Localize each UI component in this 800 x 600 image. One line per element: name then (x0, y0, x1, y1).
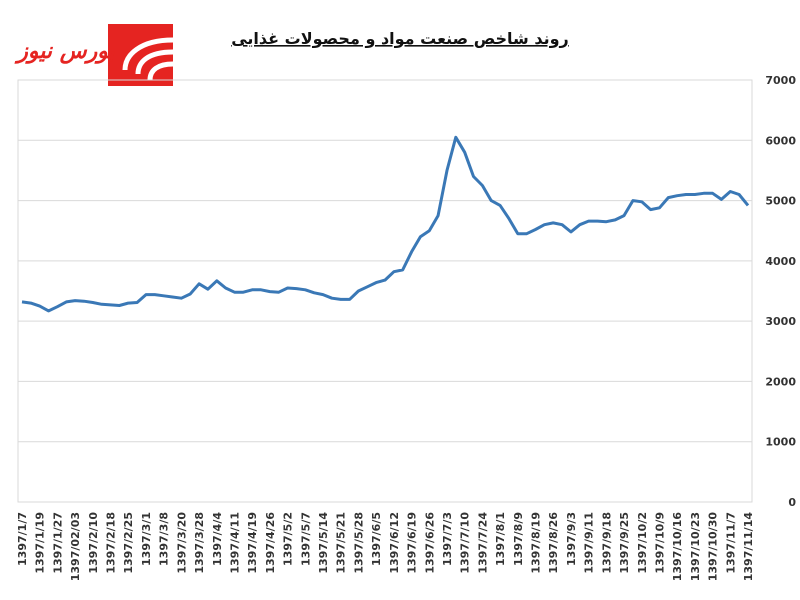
x-tick-label: 1397/3/20 (175, 512, 188, 574)
x-tick-label: 1397/4/11 (228, 512, 241, 574)
x-tick-label: 1397/1/19 (34, 512, 47, 574)
chart-title: روند شاخص صنعت مواد و محصولات غذایی (231, 29, 569, 48)
y-tick-label: 5000 (765, 195, 796, 208)
x-tick-label: 1397/10/9 (653, 512, 666, 574)
y-tick-label: 7000 (765, 74, 796, 87)
x-tick-label: 1397/2/18 (105, 512, 118, 574)
x-tick-label: 1397/9/11 (583, 512, 596, 574)
logo-text: بورس نیوز (14, 38, 115, 64)
x-tick-label: 1397/5/2 (282, 512, 295, 566)
y-tick-label: 0 (788, 496, 796, 509)
x-tick-label: 1397/6/26 (423, 512, 436, 574)
x-tick-label: 1397/7/3 (441, 512, 454, 566)
x-tick-label: 1397/3/1 (140, 512, 153, 566)
logo: بورس نیوز (14, 24, 174, 86)
y-tick-label: 2000 (765, 375, 796, 388)
x-tick-label: 1397/7/10 (459, 512, 472, 574)
x-tick-label: 1397/9/18 (600, 512, 613, 574)
x-tick-label: 1397/02/03 (69, 512, 82, 581)
x-tick-label: 1397/5/28 (352, 512, 365, 574)
x-tick-label: 1397/9/3 (565, 512, 578, 566)
x-tick-label: 1397/8/19 (530, 512, 543, 574)
x-tick-label: 1397/4/26 (264, 512, 277, 574)
x-tick-label: 1397/2/10 (87, 512, 100, 574)
x-tick-label: 1397/3/28 (193, 512, 206, 574)
x-tick-label: 1397/8/1 (494, 512, 507, 566)
x-tick-label: 1397/6/12 (388, 512, 401, 574)
plot-border (17, 79, 753, 503)
x-tick-label: 1397/11/14 (742, 512, 755, 582)
y-tick-label: 4000 (765, 255, 796, 268)
x-tick-label: 1397/5/21 (335, 512, 348, 574)
x-tick-label: 1397/5/14 (317, 512, 330, 574)
y-tick-label: 1000 (765, 436, 796, 449)
x-tick-label: 1397/11/7 (724, 512, 737, 574)
x-tick-label: 1397/4/19 (246, 512, 259, 574)
y-tick-label: 6000 (765, 134, 796, 147)
x-tick-label: 1397/10/23 (689, 512, 702, 581)
x-tick-label: 1397/8/26 (547, 512, 560, 574)
x-tick-label: 1397/9/25 (618, 512, 631, 574)
x-tick-label: 1397/4/4 (211, 512, 224, 566)
x-tick-label: 1397/1/7 (16, 512, 29, 566)
logo-swoosh (122, 37, 174, 81)
y-tick-label: 3000 (765, 315, 796, 328)
x-tick-label: 1397/6/19 (406, 512, 419, 574)
x-tick-label: 1397/1/27 (51, 512, 64, 574)
x-tick-label: 1397/6/5 (370, 512, 383, 566)
x-tick-label: 1397/3/8 (158, 512, 171, 566)
x-tick-label: 1397/10/2 (636, 512, 649, 574)
x-tick-label: 1397/8/9 (512, 512, 525, 566)
x-tick-label: 1397/7/24 (476, 512, 489, 574)
x-tick-label: 1397/2/25 (122, 512, 135, 574)
x-tick-label: 1397/10/16 (671, 512, 684, 582)
x-tick-label: 1397/5/7 (299, 512, 312, 566)
x-tick-label: 1397/10/30 (707, 512, 720, 582)
data-line (21, 135, 750, 313)
